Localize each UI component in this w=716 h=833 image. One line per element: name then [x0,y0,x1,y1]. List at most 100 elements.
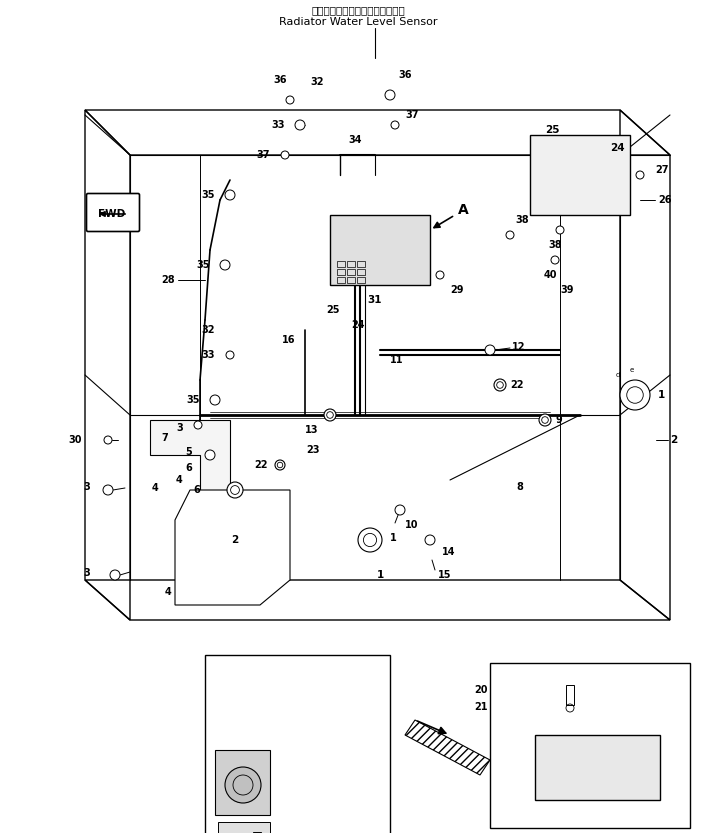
Text: 25: 25 [326,305,340,315]
Polygon shape [150,420,230,540]
Text: 10: 10 [405,520,418,530]
Circle shape [252,763,262,773]
Circle shape [252,743,262,753]
Text: 40: 40 [543,270,557,280]
Bar [337,277,345,283]
Text: 23: 23 [306,445,320,455]
FancyBboxPatch shape [87,193,140,232]
Circle shape [110,570,120,580]
Circle shape [210,395,220,405]
Text: 35: 35 [186,395,200,405]
Text: 19: 19 [632,710,647,720]
Text: 20: 20 [475,685,488,695]
Circle shape [551,256,559,264]
Text: 6: 6 [185,463,192,473]
Bar [218,822,270,833]
Bar [357,261,365,267]
Text: 19: 19 [302,758,316,768]
Bar [347,269,355,275]
Bar [330,215,430,285]
Text: 1: 1 [658,390,665,400]
Text: 30: 30 [69,435,82,445]
Circle shape [425,535,435,545]
Text: 32: 32 [201,325,215,335]
Text: 17: 17 [302,778,316,788]
Bar [357,269,365,275]
Circle shape [385,90,395,100]
Text: 29: 29 [450,285,463,295]
Text: A: A [458,203,469,217]
Circle shape [636,171,644,179]
Text: 25: 25 [545,125,559,135]
Circle shape [491,706,499,714]
Text: Radiator Water Level Sensor: Radiator Water Level Sensor [279,17,437,27]
Text: 19A: 19A [302,737,324,747]
Text: 28: 28 [161,275,175,285]
Text: 37: 37 [405,110,418,120]
Text: 2: 2 [231,535,238,545]
Circle shape [494,379,506,391]
Text: 21: 21 [475,702,488,712]
Circle shape [295,120,305,130]
Text: 3: 3 [83,568,90,578]
Text: d: d [616,372,620,378]
Bar [347,277,355,283]
Text: 35: 35 [196,260,210,270]
Text: ラジエータウォータレベルセンサ: ラジエータウォータレベルセンサ [311,5,405,15]
Bar [347,261,355,267]
Circle shape [506,231,514,239]
Circle shape [252,822,262,832]
Circle shape [104,436,112,444]
Bar [566,685,574,705]
Circle shape [194,421,202,429]
Text: 3: 3 [83,482,90,492]
Circle shape [539,414,551,426]
Circle shape [485,345,495,355]
Text: 9: 9 [556,415,563,425]
Text: 38: 38 [515,215,528,225]
Text: 35: 35 [201,190,215,200]
Circle shape [281,151,289,159]
Text: 34: 34 [348,135,362,145]
Text: 13: 13 [304,425,318,435]
Circle shape [103,485,113,495]
Text: 6: 6 [193,485,200,495]
Circle shape [491,689,499,697]
Text: 22: 22 [510,380,523,390]
Text: 1: 1 [377,570,384,580]
Text: 33: 33 [271,120,285,130]
Polygon shape [175,490,290,605]
Circle shape [556,226,564,234]
Circle shape [286,96,294,104]
Text: 24: 24 [352,320,365,330]
Text: 15: 15 [438,570,452,580]
Circle shape [220,260,230,270]
Text: 5: 5 [185,447,192,457]
Bar [530,135,630,215]
Text: e: e [630,367,634,373]
Circle shape [620,380,650,410]
Bar [253,832,261,833]
Text: 7: 7 [162,433,168,443]
Text: 36: 36 [398,70,412,80]
Circle shape [275,460,285,470]
Text: 36: 36 [274,75,286,85]
Text: 4: 4 [152,483,159,493]
Text: 32: 32 [310,77,324,87]
Text: 39: 39 [560,285,574,295]
Circle shape [205,450,215,460]
Text: 18: 18 [622,692,637,702]
Text: 26: 26 [658,195,672,205]
Circle shape [225,190,235,200]
Polygon shape [405,720,490,775]
Bar [337,261,345,267]
Bar [490,663,690,828]
Text: 3: 3 [176,423,183,433]
Text: 38: 38 [548,240,562,250]
Text: 12: 12 [512,342,526,352]
Bar [337,269,345,275]
Circle shape [226,351,234,359]
Circle shape [595,715,605,725]
Text: 14: 14 [442,547,455,557]
Text: 2: 2 [670,435,677,445]
